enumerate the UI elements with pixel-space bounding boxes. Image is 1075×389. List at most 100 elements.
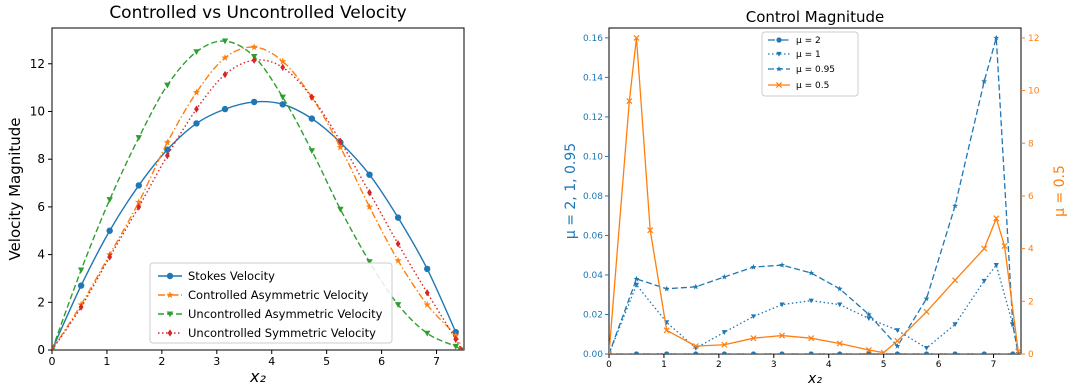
data-point (423, 300, 431, 308)
x-tick-label: 0 (49, 355, 56, 368)
data-point (894, 351, 900, 354)
y-tick-label: 8 (37, 152, 45, 166)
data-point (779, 351, 785, 354)
left-y-tick-label: 0.12 (583, 113, 603, 123)
data-point (952, 277, 959, 284)
data-point (135, 182, 142, 189)
legend-marker (776, 37, 782, 43)
data-point (1015, 348, 1021, 354)
data-point (77, 282, 85, 289)
data-point (395, 240, 401, 248)
legend-marker (776, 51, 782, 57)
data-point (394, 302, 402, 308)
data-point (366, 259, 373, 265)
y-tick-label: 12 (30, 57, 45, 71)
data-point (633, 351, 640, 354)
data-point (338, 137, 343, 145)
data-point (750, 263, 757, 270)
series-line-2 (52, 40, 462, 350)
legend-label-mu-1: μ = 1 (796, 50, 821, 60)
x-tick-label: 4 (268, 355, 275, 368)
legend-marker (166, 311, 174, 318)
x-tick-label: 5 (323, 355, 330, 368)
data-point (251, 56, 257, 64)
data-point (626, 98, 633, 105)
data-point (250, 98, 258, 106)
x-tick-label: 2 (716, 360, 722, 370)
data-point (394, 214, 402, 221)
data-point (365, 203, 374, 210)
velocity-x-ticks: 0 1 2 3 4 5 6 7 (49, 350, 440, 368)
control-legend-box (761, 31, 859, 97)
velocity-legend-marks (158, 272, 182, 337)
right-y-tick-label: 8 (1028, 139, 1034, 149)
data-point (423, 330, 431, 337)
x-tick-label: 1 (103, 355, 110, 368)
right-y-tick-label: 2 (1028, 297, 1034, 307)
data-point (750, 351, 757, 354)
data-point (993, 263, 999, 268)
legend-label-controlled-asymmetric: Controlled Asymmetric Velocity (188, 288, 369, 302)
data-point (423, 265, 431, 273)
data-point (750, 335, 757, 342)
right-y-tick-label: 0 (1028, 350, 1034, 360)
data-point (981, 78, 988, 84)
data-point (663, 327, 670, 334)
velocity-legend: Stokes Velocity Controlled Asymmetric Ve… (149, 262, 393, 344)
data-point (692, 343, 699, 350)
left-y-tick-label: 0.16 (583, 34, 603, 44)
data-point (837, 351, 843, 354)
data-point (279, 101, 286, 108)
data-point (952, 351, 958, 354)
data-point (894, 328, 900, 333)
series-line-3 (609, 37, 1019, 354)
data-point (458, 346, 464, 350)
x-tick-label: 3 (771, 360, 777, 370)
data-point (865, 347, 872, 354)
y-tick-label: 6 (37, 200, 45, 214)
series-line-3 (52, 59, 462, 350)
data-point (336, 143, 345, 151)
data-point (952, 202, 959, 209)
data-point (77, 267, 85, 274)
data-point (750, 314, 757, 320)
data-point (366, 171, 373, 178)
left-y-tick-label: 0.04 (583, 271, 603, 281)
data-point (164, 82, 171, 89)
data-point (693, 351, 699, 354)
data-point (836, 285, 843, 292)
data-point (453, 335, 459, 343)
x-tick-label: 3 (213, 355, 220, 368)
x-tick-label: 6 (936, 360, 942, 370)
data-point (280, 63, 286, 72)
data-point (135, 135, 142, 141)
legend-label-mu-0-5: μ = 0.5 (796, 81, 829, 91)
x-tick-label: 7 (991, 360, 997, 370)
control-left-y-ticks: 0.00 0.02 0.04 0.06 0.08 0.10 0.12 0.14 0.16 (583, 34, 609, 360)
data-point (78, 303, 84, 311)
data-point (193, 49, 200, 56)
data-point (836, 340, 843, 347)
x-tick-label: 7 (433, 355, 440, 368)
data-point (923, 308, 930, 315)
data-point (721, 330, 727, 335)
control-legend: μ = 2 μ = 1 μ = 0.95 μ = 0.5 (761, 31, 859, 97)
data-point (779, 302, 785, 308)
data-point (837, 302, 843, 308)
data-point (721, 341, 728, 348)
legend-marker (167, 329, 173, 337)
right-y-tick-label: 12 (1028, 34, 1039, 44)
data-point (981, 278, 987, 284)
control-right-y-ticks: 0 2 4 6 8 10 12 (1021, 34, 1040, 360)
data-point (894, 342, 901, 349)
data-point (866, 316, 872, 322)
data-point (163, 138, 172, 146)
data-point (923, 295, 930, 302)
velocity-y-ticks: 0 2 4 6 8 10 12 (30, 57, 52, 357)
x-tick-label: 6 (378, 355, 385, 368)
right-y-tick-label: 10 (1028, 87, 1040, 97)
data-point (221, 105, 229, 113)
data-point (981, 245, 988, 252)
